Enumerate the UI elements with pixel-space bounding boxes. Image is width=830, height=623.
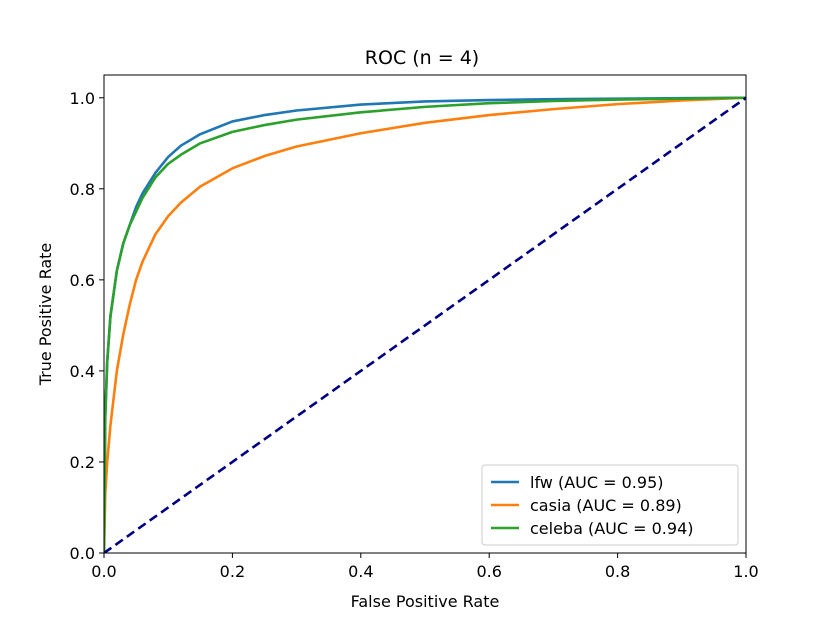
plot-area xyxy=(104,96,746,553)
legend-label: lfw (AUC = 0.95) xyxy=(530,473,663,492)
y-tick-label: 1.0 xyxy=(70,89,95,108)
legend-box xyxy=(481,464,739,546)
chart-title: ROC (n = 4) xyxy=(365,47,479,69)
legend: lfw (AUC = 0.95) casia (AUC = 0.89) celeba… xyxy=(481,464,739,546)
x-tick-label: 0.2 xyxy=(220,562,245,581)
series-line-roc-1 xyxy=(104,96,746,553)
x-axis-label: False Positive Rate xyxy=(351,592,500,611)
y-tick-label: 0.2 xyxy=(70,453,95,472)
y-axis-label: True Positive Rate xyxy=(36,243,55,387)
y-tick-label: 0.8 xyxy=(70,180,95,199)
x-tick-label: 0.4 xyxy=(348,562,373,581)
axes: 0.0 0.2 0.4 0.6 0.8 1.0 0.0 0.2 0.4 0.6 0.8 1.0 xyxy=(70,74,759,581)
series-group xyxy=(104,96,746,553)
x-tick-label: 0.8 xyxy=(605,562,630,581)
series-line-chance xyxy=(104,96,746,553)
x-tick-label: 0.6 xyxy=(476,562,501,581)
legend-label: casia (AUC = 0.89) xyxy=(530,496,682,515)
y-tick-label: 0.6 xyxy=(70,271,95,290)
y-tick-label: 0.4 xyxy=(70,362,95,381)
x-tick-label: 1.0 xyxy=(733,562,758,581)
series-line-roc-2 xyxy=(104,96,746,553)
axes-frame xyxy=(103,74,747,554)
legend-label: celeba (AUC = 0.94) xyxy=(530,519,694,538)
y-tick-label: 0.0 xyxy=(70,544,95,563)
x-tick-label: 0.0 xyxy=(91,562,116,581)
